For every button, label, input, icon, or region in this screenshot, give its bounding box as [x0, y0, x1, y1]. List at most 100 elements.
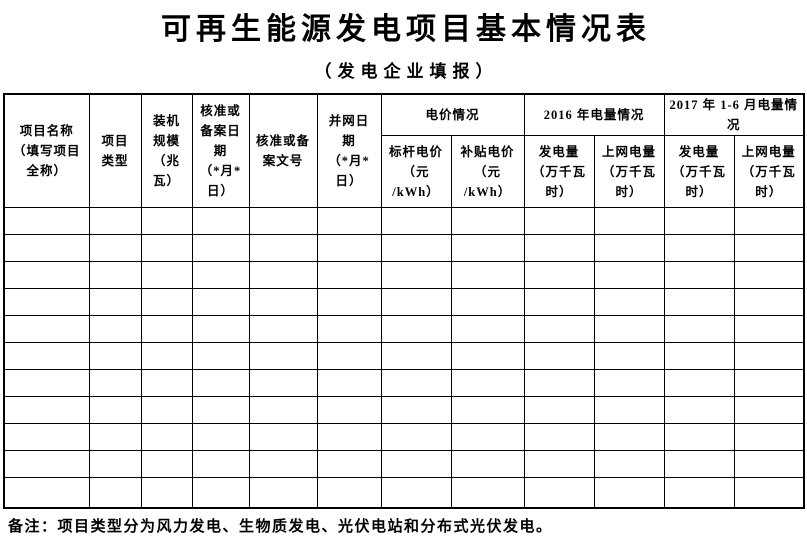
table-cell[interactable] [733, 207, 805, 235]
table-cell[interactable] [593, 477, 665, 509]
table-cell[interactable] [316, 315, 382, 343]
table-cell[interactable] [733, 261, 805, 289]
table-cell[interactable] [663, 288, 735, 316]
table-cell[interactable] [248, 315, 318, 343]
table-cell[interactable] [191, 207, 250, 235]
table-cell[interactable] [191, 288, 250, 316]
table-cell[interactable] [140, 234, 193, 262]
table-cell[interactable] [663, 396, 735, 424]
table-cell[interactable] [88, 369, 142, 397]
table-cell[interactable] [140, 450, 193, 478]
table-cell[interactable] [248, 477, 318, 509]
table-cell[interactable] [663, 342, 735, 370]
table-cell[interactable] [593, 288, 665, 316]
table-cell[interactable] [3, 315, 90, 343]
table-cell[interactable] [593, 207, 665, 235]
table-cell[interactable] [316, 261, 382, 289]
table-cell[interactable] [140, 477, 193, 509]
table-cell[interactable] [191, 261, 250, 289]
table-cell[interactable] [450, 315, 525, 343]
table-cell[interactable] [733, 288, 805, 316]
table-cell[interactable] [88, 477, 142, 509]
table-cell[interactable] [248, 423, 318, 451]
table-cell[interactable] [450, 288, 525, 316]
table-cell[interactable] [248, 261, 318, 289]
table-cell[interactable] [523, 207, 595, 235]
table-cell[interactable] [316, 207, 382, 235]
table-cell[interactable] [88, 396, 142, 424]
table-cell[interactable] [380, 423, 452, 451]
table-cell[interactable] [191, 234, 250, 262]
table-cell[interactable] [523, 450, 595, 478]
table-cell[interactable] [380, 315, 452, 343]
table-cell[interactable] [733, 315, 805, 343]
table-cell[interactable] [733, 342, 805, 370]
table-cell[interactable] [450, 261, 525, 289]
table-cell[interactable] [88, 450, 142, 478]
table-cell[interactable] [248, 288, 318, 316]
table-cell[interactable] [3, 207, 90, 235]
table-cell[interactable] [450, 369, 525, 397]
table-cell[interactable] [248, 369, 318, 397]
table-cell[interactable] [523, 477, 595, 509]
table-cell[interactable] [191, 315, 250, 343]
table-cell[interactable] [733, 423, 805, 451]
table-cell[interactable] [593, 450, 665, 478]
table-cell[interactable] [316, 477, 382, 509]
table-cell[interactable] [733, 450, 805, 478]
table-cell[interactable] [88, 288, 142, 316]
table-cell[interactable] [140, 369, 193, 397]
table-cell[interactable] [523, 261, 595, 289]
table-cell[interactable] [733, 369, 805, 397]
table-cell[interactable] [191, 396, 250, 424]
table-cell[interactable] [593, 423, 665, 451]
table-cell[interactable] [3, 261, 90, 289]
table-cell[interactable] [380, 207, 452, 235]
table-cell[interactable] [380, 261, 452, 289]
table-cell[interactable] [523, 396, 595, 424]
table-cell[interactable] [380, 369, 452, 397]
table-cell[interactable] [523, 315, 595, 343]
table-cell[interactable] [88, 207, 142, 235]
table-cell[interactable] [140, 423, 193, 451]
table-cell[interactable] [316, 288, 382, 316]
table-cell[interactable] [3, 450, 90, 478]
table-cell[interactable] [380, 342, 452, 370]
table-cell[interactable] [523, 234, 595, 262]
table-cell[interactable] [380, 234, 452, 262]
table-cell[interactable] [3, 477, 90, 509]
table-cell[interactable] [663, 315, 735, 343]
table-cell[interactable] [450, 450, 525, 478]
table-cell[interactable] [140, 207, 193, 235]
table-cell[interactable] [3, 423, 90, 451]
table-cell[interactable] [450, 477, 525, 509]
table-cell[interactable] [316, 450, 382, 478]
table-cell[interactable] [88, 234, 142, 262]
table-cell[interactable] [523, 423, 595, 451]
table-cell[interactable] [663, 207, 735, 235]
table-cell[interactable] [191, 450, 250, 478]
table-cell[interactable] [593, 234, 665, 262]
table-cell[interactable] [380, 450, 452, 478]
table-cell[interactable] [663, 369, 735, 397]
table-cell[interactable] [3, 369, 90, 397]
table-cell[interactable] [3, 342, 90, 370]
table-cell[interactable] [523, 342, 595, 370]
table-cell[interactable] [316, 423, 382, 451]
table-cell[interactable] [140, 342, 193, 370]
table-cell[interactable] [450, 423, 525, 451]
table-cell[interactable] [733, 234, 805, 262]
table-cell[interactable] [316, 342, 382, 370]
table-cell[interactable] [248, 450, 318, 478]
table-cell[interactable] [88, 423, 142, 451]
table-cell[interactable] [140, 315, 193, 343]
table-cell[interactable] [593, 369, 665, 397]
table-cell[interactable] [248, 396, 318, 424]
table-cell[interactable] [663, 423, 735, 451]
table-cell[interactable] [733, 396, 805, 424]
table-cell[interactable] [380, 288, 452, 316]
table-cell[interactable] [450, 396, 525, 424]
table-cell[interactable] [88, 315, 142, 343]
table-cell[interactable] [140, 261, 193, 289]
table-cell[interactable] [3, 288, 90, 316]
